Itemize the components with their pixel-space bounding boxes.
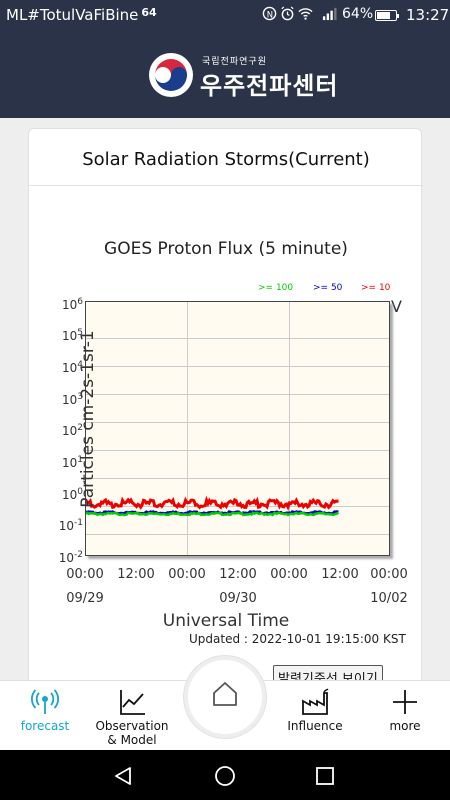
system-navigation-bar	[0, 750, 450, 800]
y-tick-label: 101	[61, 455, 83, 470]
legend-50: >= 50	[313, 283, 343, 293]
divider	[29, 185, 423, 186]
gridline	[86, 366, 389, 367]
nav-influence-label: Influence	[287, 719, 343, 733]
gridline	[86, 394, 389, 395]
x-tick-label: 00:00	[66, 567, 104, 582]
nav-more-label: more	[389, 719, 421, 733]
wifi-icon	[298, 8, 313, 20]
gridline	[86, 450, 389, 451]
org-subtitle: 국립전파연구원	[202, 57, 267, 67]
plot-area	[85, 301, 390, 556]
x-tick-label: 00:00	[168, 567, 206, 582]
series-line	[86, 495, 339, 511]
carrier-name: ML#TotulVaFiBine 64	[6, 6, 157, 24]
main-content[interactable]: Solar Radiation Storms(Current) GOES Pro…	[0, 118, 450, 680]
recents-icon[interactable]	[315, 766, 335, 786]
x-tick-label: 00:00	[370, 567, 408, 582]
updated-timestamp: Updated : 2022-10-01 19:15:00 KST	[189, 632, 406, 646]
back-icon[interactable]	[112, 765, 134, 787]
legend-10: >= 10	[361, 283, 391, 293]
gridline	[86, 422, 389, 423]
show-criteria-button[interactable]: 발령기준선 보이기	[273, 665, 383, 680]
x-tick-label: 12:00	[321, 567, 359, 582]
x-axis-label: Universal Time	[162, 611, 290, 631]
cut-off-label: V	[391, 297, 402, 316]
clock: 13:27	[406, 6, 450, 24]
nfc-icon: N	[262, 6, 277, 21]
line-chart-icon	[120, 690, 145, 715]
gridline	[86, 478, 389, 479]
app-header: 국립전파연구원 우주전파센터	[0, 30, 450, 118]
y-tick-label: 100	[61, 487, 83, 502]
x-tick-label: 00:00	[270, 567, 308, 582]
x-date-label: 09/30	[219, 591, 257, 606]
nav-observation-model[interactable]: Observation & Model	[92, 681, 172, 751]
svg-text:N: N	[267, 9, 273, 19]
battery-icon	[375, 10, 399, 21]
network-type: 64	[141, 6, 157, 19]
org-name: 우주전파센터	[200, 72, 339, 100]
x-tick-label: 12:00	[117, 567, 155, 582]
y-tick-label: 105	[61, 328, 83, 343]
y-tick-label: 10-2	[58, 550, 83, 565]
broadcast-icon	[31, 689, 59, 714]
status-bar: ML#TotulVaFiBine 64 N 64% 13:27	[0, 0, 450, 30]
nav-observation-label: Observation & Model	[95, 719, 169, 747]
gridline	[187, 302, 188, 555]
plus-icon	[393, 690, 417, 714]
y-tick-label: 106	[61, 297, 83, 312]
y-tick-label: 103	[61, 392, 83, 407]
series-line	[86, 511, 340, 517]
y-axis-label: Particles cm-2s-1sr-1	[78, 330, 98, 508]
gridline	[86, 534, 389, 535]
home-button[interactable]	[184, 656, 266, 738]
y-tick-label: 102	[61, 423, 83, 438]
home-icon	[213, 682, 237, 706]
y-tick-label: 10-1	[58, 518, 83, 533]
series-layer	[86, 495, 340, 517]
gridline	[289, 302, 290, 555]
x-date-label: 09/29	[66, 591, 104, 606]
card-title: Solar Radiation Storms(Current)	[82, 149, 370, 170]
alarm-icon	[281, 6, 294, 21]
signal-icon	[322, 7, 337, 21]
nav-forecast[interactable]: forecast	[10, 681, 80, 751]
x-tick-label: 12:00	[219, 567, 257, 582]
y-tick-label: 104	[61, 360, 83, 375]
gridline	[86, 506, 389, 507]
nav-influence[interactable]: Influence	[280, 681, 350, 751]
nav-more[interactable]: more	[372, 681, 438, 751]
logo-emblem-icon[interactable]	[148, 52, 194, 98]
gridline	[86, 338, 389, 339]
chart-title: GOES Proton Flux (5 minute)	[104, 239, 348, 259]
legend-100: >= 100	[258, 283, 294, 293]
nav-forecast-label: forecast	[20, 719, 70, 733]
factory-icon	[302, 688, 329, 715]
x-date-label: 10/02	[370, 591, 408, 606]
solar-radiation-card: Solar Radiation Storms(Current) GOES Pro…	[28, 128, 423, 680]
home-circle-icon[interactable]	[214, 765, 236, 787]
battery-percentage: 64%	[342, 6, 374, 22]
